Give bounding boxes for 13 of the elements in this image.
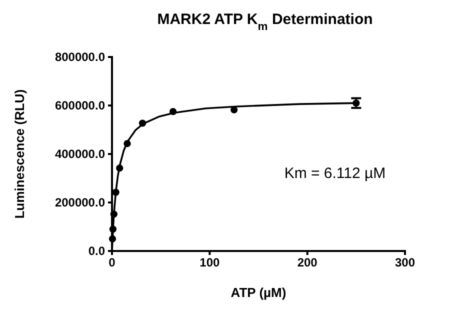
chart-title: MARK2 ATP K$_{m}$ Determination	[157, 11, 373, 33]
annotation: Km = 6.112 µM	[284, 165, 386, 182]
x-axis-title: ATP (µM)	[230, 285, 286, 300]
y-tick-label: 800000.0	[54, 50, 106, 64]
x-tick-label: 200	[297, 256, 318, 270]
x-tick-label: 100	[200, 256, 220, 270]
y-tick-label: 200000.0	[54, 195, 106, 210]
y-tick-label: 400000.0	[54, 146, 106, 161]
y-tick-label: 600000.0	[54, 98, 106, 112]
y-axis-title: Luminescence (RLU)	[12, 89, 27, 219]
x-tick-label: 0	[108, 256, 116, 270]
y-tick-label: 0.0	[88, 244, 106, 258]
x-tick-label: 300	[394, 256, 416, 270]
